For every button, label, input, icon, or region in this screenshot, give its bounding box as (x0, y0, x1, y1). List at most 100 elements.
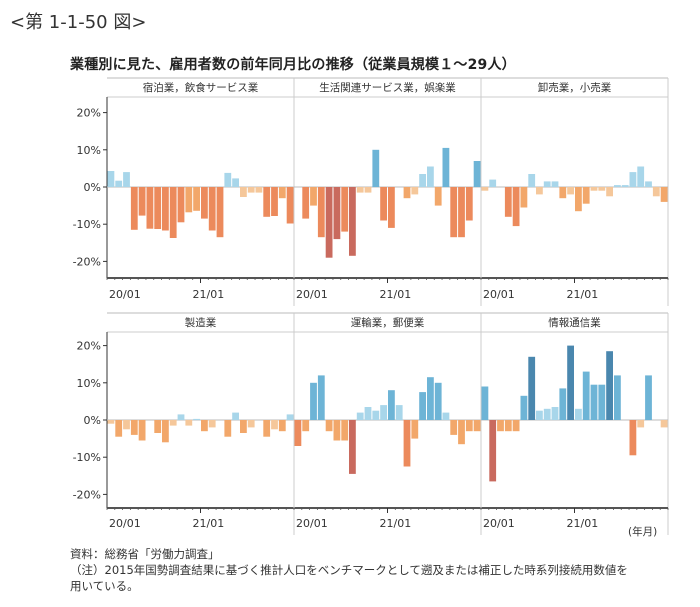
bar (419, 392, 426, 420)
bar (473, 420, 481, 432)
y-tick-label: -10% (73, 218, 101, 231)
bar (356, 187, 364, 193)
bar (442, 147, 450, 187)
bar (208, 420, 216, 428)
bar (341, 187, 349, 232)
bar (372, 149, 380, 187)
bar (201, 420, 208, 432)
bar (364, 187, 372, 193)
bar (660, 187, 668, 202)
bar (497, 420, 504, 432)
bar (154, 187, 162, 229)
bar (349, 420, 356, 474)
bar (356, 412, 364, 420)
bar (427, 166, 434, 187)
x-tick-label: 21/01 (193, 517, 225, 530)
bar (536, 187, 543, 195)
bar (138, 420, 146, 441)
y-tick-label: 10% (77, 144, 101, 157)
x-tick-label: 21/01 (567, 288, 599, 301)
bar (388, 390, 395, 420)
bar (629, 420, 637, 456)
bar (278, 420, 286, 432)
bar (645, 181, 652, 187)
bar (551, 407, 559, 420)
bar (567, 187, 574, 195)
bar (286, 187, 294, 224)
bar (504, 187, 512, 217)
bar (590, 187, 598, 191)
bar (380, 187, 387, 221)
bar (364, 407, 372, 420)
bar (193, 418, 200, 420)
bar (582, 187, 590, 204)
bar (325, 420, 333, 432)
bar (169, 187, 177, 238)
bar (310, 187, 317, 206)
bar (177, 187, 185, 223)
bar (504, 420, 512, 432)
bar (154, 420, 162, 433)
x-tick-label: 20/01 (483, 288, 515, 301)
bar (302, 187, 310, 219)
bar (520, 187, 528, 208)
bar (247, 420, 255, 428)
bar (372, 410, 380, 420)
bar (614, 185, 621, 187)
bar (115, 180, 123, 187)
bar (481, 187, 489, 191)
bar (450, 187, 458, 238)
bar (473, 161, 481, 187)
bar (247, 187, 255, 193)
bar (543, 408, 551, 420)
bar (224, 420, 232, 437)
bar (512, 420, 520, 432)
bar (185, 187, 193, 213)
bar (232, 412, 239, 420)
panel-title: 運輸業，郵便業 (351, 316, 425, 329)
bar (130, 187, 138, 230)
source-notes: 資料：総務省「労働力調査」 （注）2015年国勢調査結果に基づく推計人口をベンチ… (70, 546, 628, 594)
bar (286, 414, 294, 420)
bar (255, 187, 263, 193)
bar (403, 420, 411, 467)
bar (333, 187, 341, 240)
bar (310, 382, 317, 420)
bar (489, 420, 497, 482)
bar (575, 187, 582, 212)
note-text-cont: 用いている。 (70, 579, 139, 593)
bar (395, 405, 403, 420)
y-tick-label: 10% (77, 377, 101, 390)
bar (388, 187, 395, 228)
bar (419, 174, 426, 187)
bar (660, 420, 668, 428)
bar (481, 386, 489, 420)
bar (107, 171, 115, 187)
bar (543, 181, 551, 187)
panel-title: 宿泊業，飲食サービス業 (143, 81, 259, 94)
bar (528, 174, 536, 187)
bar (575, 408, 582, 420)
panel-title: 情報通信業 (548, 316, 601, 329)
x-tick-label: 21/01 (380, 288, 412, 301)
bar (107, 420, 115, 424)
bar (349, 187, 356, 256)
x-tick-label: 21/01 (193, 288, 225, 301)
bar (652, 187, 660, 197)
bar (528, 356, 536, 420)
bar (411, 420, 419, 439)
bar (559, 187, 567, 199)
bar (411, 187, 419, 195)
panel-title: 卸売業，小売業 (538, 81, 612, 94)
x-tick-label: 20/01 (109, 517, 141, 530)
bar (224, 172, 232, 187)
bar (465, 187, 473, 221)
bar (294, 420, 302, 446)
bar (645, 375, 652, 420)
bar (271, 420, 278, 430)
bar (240, 187, 247, 197)
bar (403, 187, 411, 199)
bar (341, 420, 349, 441)
panel-title: 生活関連サービス業，娯楽業 (319, 81, 456, 94)
